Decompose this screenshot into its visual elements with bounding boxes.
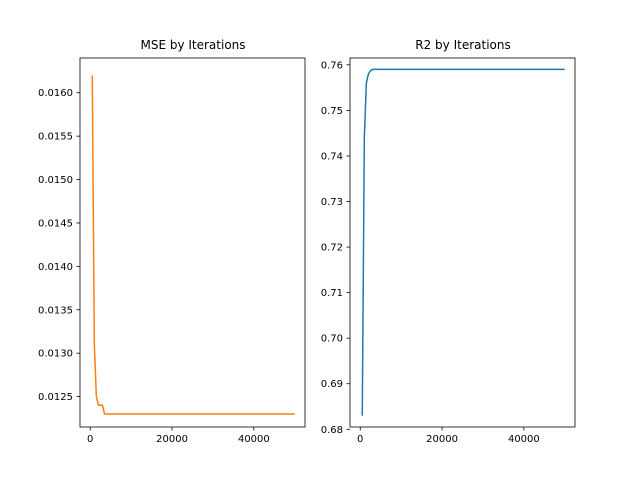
r2-plot-area [361,68,565,416]
mse-chart-title: MSE by Iterations [140,38,245,52]
r2-series-line [361,68,565,416]
r2-axes-frame [349,57,576,428]
mse-y-axis: 0.0125 0.0130 0.0135 0.0140 0.0145 0.0150 0.01… [38,88,80,403]
r2-subplot: R2 by Iterations 0 20000 40000 0.68 0.69 0.7… [321,38,576,445]
r2-x-axis: 0 20000 40000 [357,427,540,445]
r2-y-tick-label: 0.69 [321,379,343,390]
r2-y-tick-label: 0.74 [321,151,343,162]
mse-y-tick-label: 0.0145 [38,218,73,229]
r2-y-tick-label: 0.73 [321,197,343,208]
mse-y-tick-label: 0.0140 [38,262,73,273]
mse-y-tick-label: 0.0130 [38,349,73,360]
r2-x-tick-label: 40000 [508,434,540,445]
r2-y-axis: 0.68 0.69 0.70 0.71 0.72 0.73 0.74 0.75 0.76 [321,60,350,436]
mse-subplot: MSE by Iterations 0 20000 40000 0.01250.01… [38,38,306,445]
mse-x-tick-label: 40000 [238,434,270,445]
r2-y-tick-label: 0.76 [321,60,343,71]
mse-axes-frame [79,57,306,428]
r2-y-tick-label: 0.72 [321,243,343,254]
r2-y-tick-label: 0.70 [321,334,343,345]
r2-y-tick-label: 0.75 [321,106,343,117]
mse-y-tick-label: 0.0150 [38,175,73,186]
mse-y-tick-label: 0.0125 [38,392,73,403]
mse-y-tick-label: 0.0160 [38,88,73,99]
mse-x-tick-label: 0 [87,434,93,445]
mse-y-tick-label: 0.0155 [38,132,73,143]
r2-x-tick-label: 20000 [426,434,458,445]
r2-x-tick-label: 0 [357,434,363,445]
r2-y-tick-label: 0.68 [321,425,343,436]
mse-x-tick-label: 20000 [156,434,188,445]
r2-chart-title: R2 by Iterations [415,38,510,52]
mse-series-line [91,75,295,415]
mse-y-tick-label: 0.0135 [38,305,73,316]
mse-plot-area [91,75,295,415]
mse-x-axis: 0 20000 40000 [87,427,270,445]
r2-y-tick-label: 0.71 [321,288,343,299]
